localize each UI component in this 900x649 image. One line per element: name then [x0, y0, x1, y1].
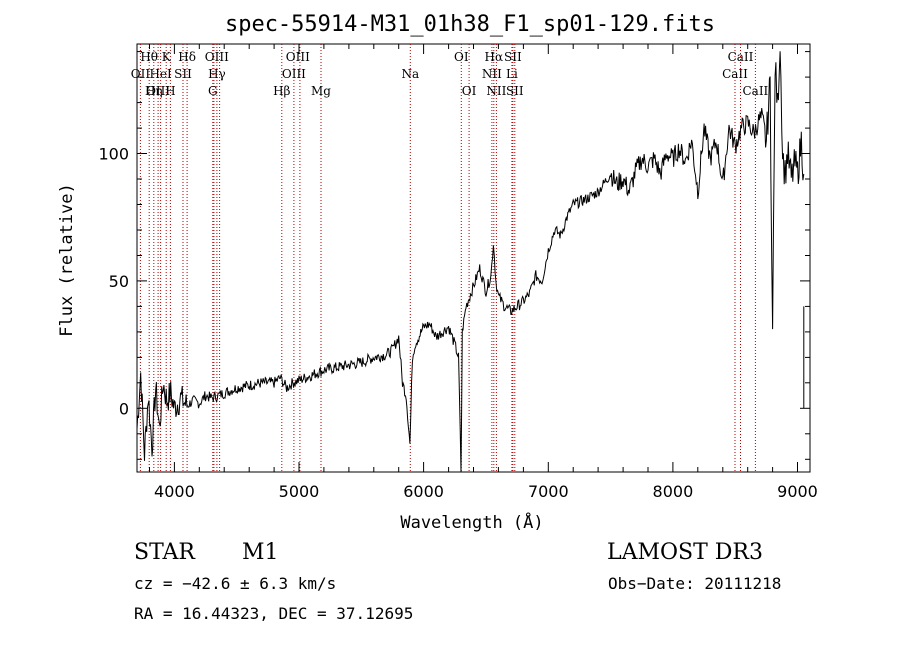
line-label-CaII: CaII — [728, 50, 754, 64]
line-label-NII: NII — [482, 67, 502, 81]
x-axis-label: Wavelength (Å) — [400, 511, 543, 533]
line-label-Mg: Mg — [311, 84, 331, 98]
line-label-Li: Li — [506, 67, 518, 81]
y-axis-ticks: 0 50 100 — [98, 51, 810, 460]
x-tick-label: 7000 — [528, 482, 569, 501]
object-subclass: M1 — [242, 540, 279, 565]
coordinates: RA = 16.44323, DEC = 37.12695 — [134, 604, 414, 623]
line-label-Hβ: Hβ — [273, 84, 290, 98]
y-axis-label: Flux (relative) — [57, 183, 77, 337]
survey-name: LAMOST DR3 — [607, 540, 763, 565]
emission-line-markers — [139, 44, 756, 472]
line-label-OIII: OIII — [286, 50, 310, 64]
line-label-Hδ: Hδ — [178, 50, 196, 64]
line-label-HeI: HeI — [149, 67, 172, 81]
line-label-Hθ: Hθ — [140, 50, 158, 64]
x-tick-label: 5000 — [279, 482, 320, 501]
line-label-OI: OI — [454, 50, 469, 64]
line-label-Hγ: Hγ — [208, 67, 226, 81]
redshift-readout: cz = −42.6 ± 6.3 km/s — [134, 574, 337, 593]
line-label-OIII: OIII — [282, 67, 306, 81]
x-tick-label: 9000 — [777, 482, 818, 501]
line-label-OII: OII — [131, 67, 151, 81]
y-tick-label: 50 — [109, 272, 129, 291]
plot-frame — [136, 43, 811, 473]
line-label-OIII: OIII — [146, 84, 170, 98]
line-label-OIII: OIII — [205, 50, 229, 64]
line-label-G: G — [208, 84, 218, 98]
line-label-CaII: CaII — [742, 84, 768, 98]
y-tick-label: 0 — [119, 399, 129, 418]
line-label-NII: NII — [486, 84, 506, 98]
obs-date: Obs−Date: 20111218 — [608, 574, 782, 593]
line-label-Hα: Hα — [485, 50, 504, 64]
line-label-SII: SII — [174, 67, 192, 81]
y-tick-label: 100 — [98, 145, 129, 164]
x-tick-label: 8000 — [653, 482, 694, 501]
line-label-OI: OI — [462, 84, 477, 98]
line-label-H: H — [165, 84, 175, 98]
line-label-K: K — [162, 50, 172, 64]
line-label-SII: SII — [506, 84, 524, 98]
line-label-CaII: CaII — [722, 67, 748, 81]
x-tick-label: 4000 — [154, 482, 195, 501]
line-label-Hη: Hη — [145, 84, 163, 98]
chart-title: spec-55914-M31_01h38_F1_sp01-129.fits — [225, 12, 715, 37]
spectrum-line — [136, 51, 805, 473]
line-label-Na: Na — [401, 67, 419, 81]
x-axis-ticks: 4000 5000 6000 7000 8000 9000 — [149, 44, 818, 501]
line-label-SII: SII — [504, 50, 522, 64]
object-class: STAR — [134, 540, 195, 565]
x-tick-label: 6000 — [403, 482, 444, 501]
